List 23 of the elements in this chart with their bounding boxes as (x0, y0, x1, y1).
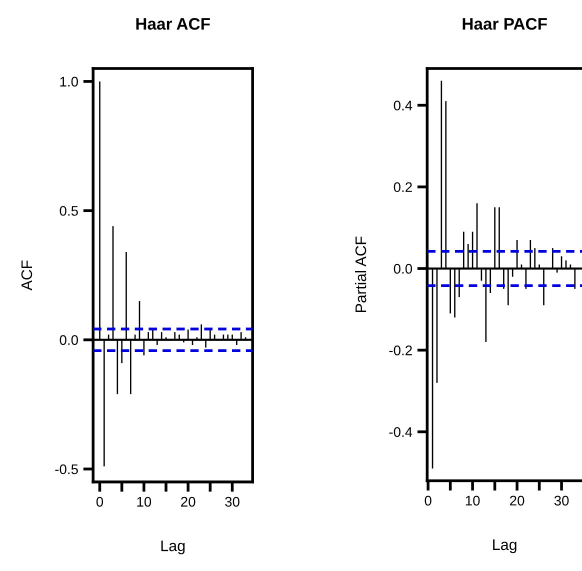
y-tick-label: 0.0 (394, 264, 412, 274)
y-tick-label: -0.4 (389, 427, 412, 437)
y-tick-label: 0.2 (394, 182, 412, 192)
x-tick-label: 30 (225, 496, 240, 507)
x-tick-label: 10 (137, 496, 152, 507)
y-tick-label: -0.5 (55, 464, 78, 474)
chart-title: Haar ACF (136, 18, 210, 30)
x-tick-label: 20 (181, 496, 196, 507)
x-tick-label: 20 (510, 496, 524, 506)
y-axis-title: ACF (21, 260, 32, 290)
y-tick-label: 0.0 (60, 335, 78, 345)
y-tick-label: 1.0 (60, 76, 78, 87)
chart-title: Haar PACF (462, 18, 547, 30)
x-axis-title: Lag (161, 540, 185, 554)
y-tick-label: 0.5 (60, 206, 78, 216)
x-tick-label: 0 (96, 496, 104, 507)
y-tick-label: -0.2 (389, 346, 412, 356)
x-axis-title: Lag (493, 539, 516, 554)
x-tick-label: 30 (554, 496, 569, 506)
x-tick-label: 0 (424, 496, 432, 506)
x-tick-label: 10 (466, 496, 480, 506)
y-axis-title: Partial ACF (354, 236, 366, 312)
y-tick-label: 0.4 (394, 100, 412, 110)
